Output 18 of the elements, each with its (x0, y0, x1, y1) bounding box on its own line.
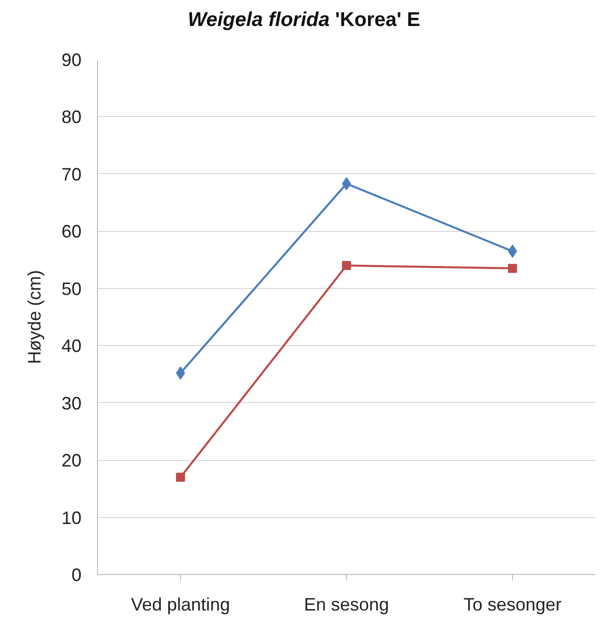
y-tick-label: 90 (61, 50, 82, 70)
y-axis-title: Høyde (cm) (24, 270, 44, 364)
y-tick-label: 60 (61, 222, 82, 242)
x-tick-label: Ved planting (130, 594, 230, 614)
y-tick-label: 50 (61, 278, 82, 299)
point (508, 264, 517, 273)
y-tick-label: 30 (61, 393, 82, 414)
y-tick-label: 40 (61, 336, 82, 356)
y-tick-label: 70 (61, 164, 82, 184)
y-tick-label: 0 (71, 565, 82, 585)
y-tick-label: 20 (61, 450, 82, 471)
y-tick-label: 80 (61, 107, 82, 128)
point (342, 261, 351, 270)
x-tick-label: En sesong (304, 594, 390, 614)
chart-title: Weigela florida 'Korea' E (188, 8, 420, 33)
x-tick-label: To sesonger (463, 594, 562, 614)
point (176, 472, 185, 482)
y-tick-label: 10 (61, 508, 82, 528)
